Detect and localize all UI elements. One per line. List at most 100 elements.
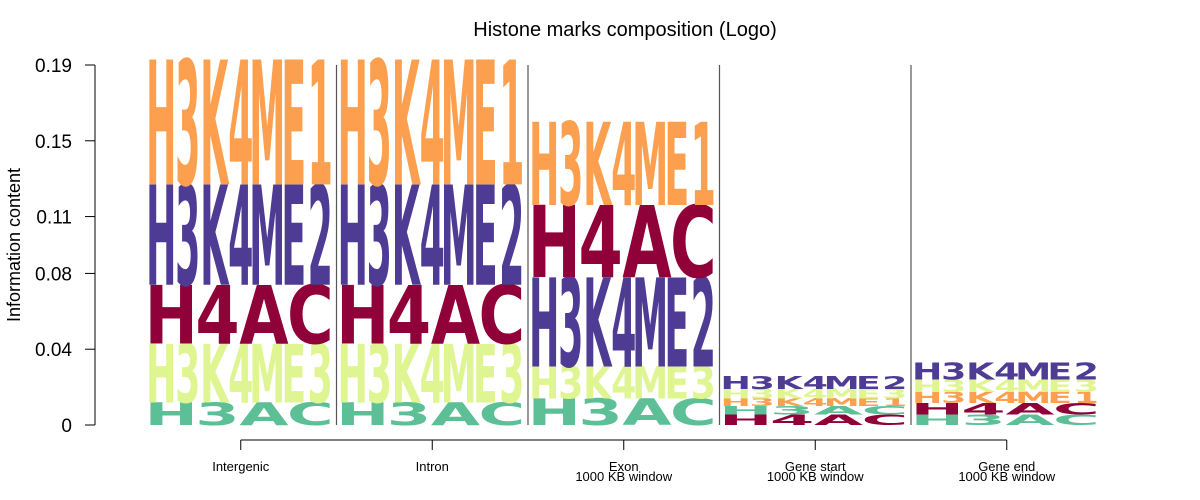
logo-letter: 3	[941, 389, 966, 407]
logo-letter: E	[664, 99, 689, 232]
logo-letter: H	[912, 389, 942, 407]
logo-letter: H	[529, 99, 559, 232]
logo-letter: E	[281, 328, 306, 422]
logo-letter: 3	[770, 404, 814, 418]
logo-letter: C	[287, 270, 334, 363]
logo-letter: E	[1047, 359, 1072, 386]
logo-mark-h3k4me3: H3 K 4ME 3	[338, 328, 525, 422]
logo-letter: 3	[558, 357, 583, 409]
x-tick-label: Gene end	[978, 459, 1035, 474]
logo-letter: E	[1047, 376, 1072, 396]
logo-letter: E	[473, 158, 498, 318]
logo-letter: C	[670, 186, 717, 301]
logo-letter: K	[775, 372, 805, 394]
logo-mark-h3k4me2: H3 K 4ME 2	[912, 359, 1099, 386]
logo-letter: 1	[499, 27, 524, 226]
logo-letter: 3	[175, 158, 200, 318]
logo-letter: 3	[195, 396, 239, 432]
y-tick-label: 0	[61, 416, 72, 437]
y-axis-label: Information content	[4, 168, 24, 322]
logo-letter: 4	[578, 186, 622, 301]
logo-letter: M	[249, 328, 285, 422]
x-tick-label: Gene start	[785, 459, 846, 474]
logo-letter: C	[861, 412, 908, 429]
logo-letter: 3	[367, 158, 392, 318]
logo-mark-h3k4me2: H3 K 4ME 2	[529, 254, 716, 396]
logo-letter: H	[145, 270, 198, 363]
logo-letter: H	[911, 412, 964, 429]
position-separators	[335, 65, 912, 425]
logo-letter: H	[721, 387, 751, 402]
x-tick-sublabel: 1000 KB window	[575, 469, 672, 484]
logo-letter: 3	[750, 387, 775, 402]
logo-letter: 3	[1074, 376, 1099, 396]
logo-letter: H	[336, 396, 389, 432]
logo-letter: H	[529, 254, 559, 396]
logo-mark-h3k4me2: H3 K 4ME 2	[721, 372, 908, 394]
logo-letter: H	[145, 396, 198, 432]
logo-letter: H	[146, 158, 176, 318]
logo-letter: 3	[175, 27, 200, 226]
logo-letter: A	[1005, 412, 1055, 429]
logo-letter: 4	[770, 412, 814, 429]
logo-letter: H	[719, 404, 772, 418]
logo-letter: E	[281, 158, 306, 318]
logo-letter: M	[632, 99, 668, 232]
logo-letter: A	[431, 270, 480, 363]
logo-letter: A	[239, 270, 288, 363]
logo-letter: H	[912, 376, 942, 396]
logo-mark-h3k4me3: H3 K 4ME 3	[721, 387, 908, 402]
logo-letter: H	[528, 186, 581, 301]
logo-letter: 3	[387, 396, 431, 432]
logo-letter: 4	[994, 389, 1019, 407]
logo-letter: H	[528, 392, 581, 434]
logo-letter: 3	[578, 392, 622, 434]
logo-mark-h3ac: H3 AC	[336, 396, 525, 432]
logo-letter: 4	[420, 27, 445, 226]
logo-letter: M	[824, 372, 860, 394]
logo-letter: 1	[1074, 389, 1099, 407]
logo-letter: M	[441, 158, 477, 318]
logo-letter: 1	[691, 99, 716, 232]
logo-letter: 3	[961, 412, 1005, 429]
logo-letter: H	[146, 328, 176, 422]
logo-letter: 4	[228, 158, 253, 318]
logo-mark-h4ac: H4 AC	[719, 412, 908, 429]
y-axis: 0 0.04 0.08 0.11 0.15 0.19	[35, 56, 96, 437]
logo-mark-h3k4me1: H3 K 4ME 1	[146, 27, 333, 226]
logo-letter: A	[814, 412, 864, 429]
logo-letter: 3	[367, 328, 392, 422]
logo-letter: C	[670, 392, 717, 434]
logo-letter: 4	[611, 357, 636, 409]
logo-letter: A	[239, 396, 289, 432]
logo-letter: 3	[367, 27, 392, 226]
logo-letter: K	[583, 254, 612, 396]
logo-letter: H	[719, 412, 772, 429]
logo-letter: 3	[308, 328, 333, 422]
logo-letter: A	[1005, 400, 1054, 418]
logo-letter: H	[721, 397, 751, 409]
logo-letter: M	[1015, 359, 1051, 386]
logo-letter: 4	[611, 99, 636, 232]
logo-mark-h4ac: H4 AC	[145, 270, 334, 363]
logo-letter: 2	[882, 372, 907, 394]
logo-letter: E	[856, 372, 881, 394]
logo-mark-h3ac: H3 AC	[528, 392, 717, 434]
logo-mark-h4ac: H4 AC	[336, 270, 525, 363]
logo-letter: K	[392, 328, 422, 422]
logo-letter: C	[478, 396, 525, 432]
logo-letter: C	[1053, 400, 1100, 418]
logo-letter: M	[824, 397, 860, 409]
logo-letter: 4	[420, 328, 445, 422]
logo-letter: H	[338, 158, 368, 318]
y-tick-label: 0.11	[36, 208, 72, 229]
logo-mark-h3k4me3: H3 K 4ME 3	[529, 357, 716, 409]
logo-letter: 3	[750, 372, 775, 394]
logo-mark-h4ac: H4 AC	[911, 400, 1100, 418]
logo-letter: H	[529, 357, 559, 409]
